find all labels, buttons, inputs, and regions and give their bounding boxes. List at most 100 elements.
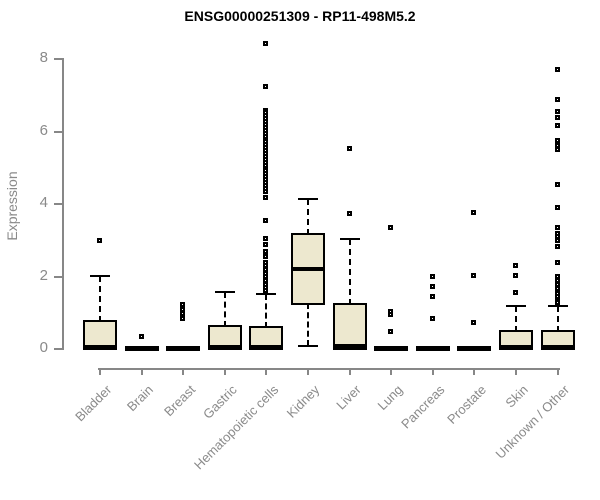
x-tick-label: Liver xyxy=(333,382,365,413)
outlier-point xyxy=(388,311,394,317)
outlier-point xyxy=(554,114,560,120)
median-line xyxy=(83,344,117,349)
outlier-point xyxy=(346,210,352,216)
outlier-point xyxy=(263,194,269,200)
x-axis-tick xyxy=(431,368,434,375)
upper-whisker-cap xyxy=(256,292,277,295)
outlier-point xyxy=(554,225,560,231)
x-tick-label: Lung xyxy=(374,382,406,414)
x-tick-label: Gastric xyxy=(199,382,240,422)
outlier-point xyxy=(554,109,560,115)
outlier-point xyxy=(263,241,269,247)
outlier-point xyxy=(263,84,269,89)
y-tick-label: 0 xyxy=(39,339,48,356)
outlier-point xyxy=(429,294,435,300)
x-tick-label: Brain xyxy=(124,382,157,415)
outlier-point xyxy=(554,243,560,249)
outlier-point xyxy=(263,254,269,260)
x-axis-tick xyxy=(140,368,143,375)
outlier-point xyxy=(554,181,560,187)
upper-whisker xyxy=(348,239,351,305)
upper-whisker xyxy=(307,198,309,235)
outlier-point xyxy=(263,287,269,293)
upper-whisker-cap xyxy=(214,290,235,293)
median-line xyxy=(540,344,575,349)
upper-whisker-cap xyxy=(506,305,526,308)
lower-whisker xyxy=(307,302,309,347)
outlier-point xyxy=(263,188,269,194)
outlier-point xyxy=(471,272,477,278)
outlier-point xyxy=(388,225,394,231)
chart-title: ENSG00000251309 - RP11-498M5.2 xyxy=(184,8,416,24)
upper-whisker xyxy=(515,306,517,332)
outlier-point xyxy=(263,248,269,254)
outlier-point xyxy=(513,289,518,295)
upper-whisker-cap xyxy=(547,305,568,308)
outlier-point xyxy=(180,301,186,307)
x-tick-label: Pancreas xyxy=(397,382,448,432)
median-line xyxy=(249,344,284,349)
y-tick-label: 4 xyxy=(39,194,48,211)
lower-whisker-cap xyxy=(298,345,318,348)
outlier-point xyxy=(429,274,435,280)
outlier-point xyxy=(513,263,518,269)
outlier-point xyxy=(263,236,269,242)
median-line xyxy=(166,346,201,350)
upper-whisker-cap xyxy=(339,238,360,241)
y-axis-tick xyxy=(54,130,62,133)
median-line xyxy=(457,346,492,350)
x-axis-tick xyxy=(556,368,559,375)
upper-whisker-cap xyxy=(298,197,318,200)
x-axis-tick xyxy=(348,368,351,375)
x-axis-tick xyxy=(473,368,476,375)
outlier-point xyxy=(263,218,269,224)
y-axis-tick xyxy=(54,203,62,205)
median-line xyxy=(374,346,409,350)
outlier-point xyxy=(138,334,144,340)
outlier-point xyxy=(554,286,560,292)
outlier-point xyxy=(554,300,560,306)
y-tick-label: 2 xyxy=(39,266,48,284)
x-axis-tick xyxy=(265,368,268,375)
outlier-point xyxy=(513,272,518,278)
outlier-point xyxy=(554,147,560,153)
x-axis-tick xyxy=(223,368,226,375)
median-line xyxy=(415,346,450,350)
box xyxy=(249,326,284,350)
x-axis-tick xyxy=(390,368,393,375)
outlier-point xyxy=(346,145,352,151)
outlier-point xyxy=(554,205,560,211)
outlier-point xyxy=(554,281,560,287)
outlier-point xyxy=(554,123,560,129)
outlier-point xyxy=(554,238,560,244)
y-tick-label: 6 xyxy=(39,121,48,139)
y-axis-tick xyxy=(54,58,62,60)
y-tick-label: 8 xyxy=(39,49,48,66)
upper-whisker xyxy=(556,306,559,332)
x-tick-label: Unknown / Other xyxy=(492,382,573,462)
outlier-point xyxy=(554,142,560,148)
x-axis-tick xyxy=(515,368,517,375)
y-axis-line xyxy=(62,58,64,350)
outlier-point xyxy=(554,138,560,144)
x-tick-label: Breast xyxy=(160,382,198,420)
outlier-point xyxy=(554,66,560,72)
outlier-point xyxy=(429,316,435,321)
outlier-point xyxy=(471,210,477,216)
upper-whisker xyxy=(265,293,268,329)
upper-whisker xyxy=(223,291,226,327)
median-line xyxy=(332,344,367,349)
outlier-point xyxy=(554,96,560,102)
outlier-point xyxy=(97,238,102,244)
outlier-point xyxy=(429,284,435,290)
x-tick-label: Kidney xyxy=(283,382,323,421)
outlier-point xyxy=(471,319,477,325)
median-line xyxy=(124,346,159,350)
outlier-point xyxy=(263,40,269,46)
x-axis-tick xyxy=(182,368,185,375)
box xyxy=(332,302,367,350)
x-tick-label: Bladder xyxy=(72,382,115,425)
x-tick-label: Skin xyxy=(502,382,531,411)
y-axis-tick xyxy=(54,275,62,278)
